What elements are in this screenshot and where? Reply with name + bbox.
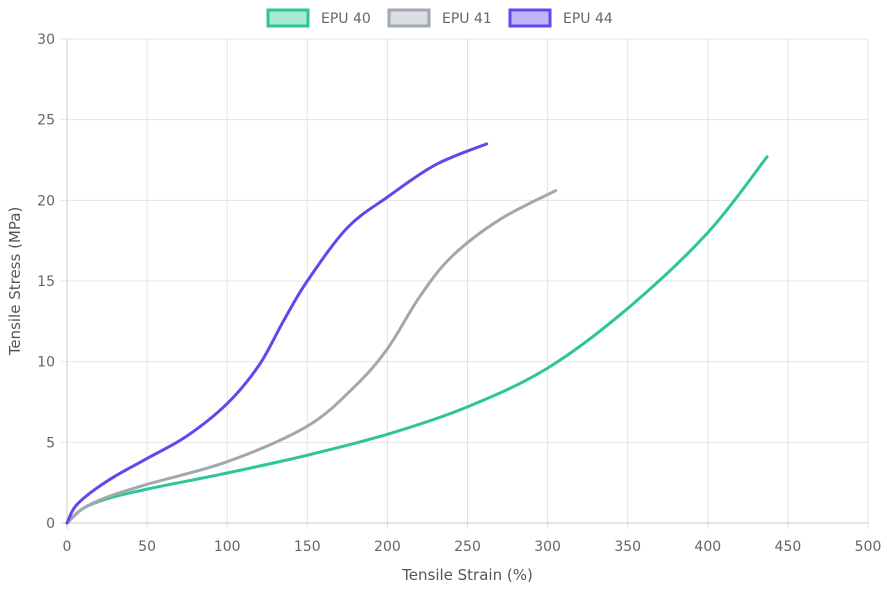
x-tick-label: 0 [63, 539, 72, 555]
legend-swatch [508, 8, 552, 28]
legend-swatch [387, 8, 431, 28]
legend-label: EPU 40 [321, 11, 371, 27]
legend-item-epu-40[interactable]: EPU 40 [266, 8, 371, 28]
x-tick-label: 400 [694, 539, 721, 555]
y-tick-label: 30 [37, 32, 55, 48]
x-tick-label: 150 [294, 539, 321, 555]
x-tick-label: 200 [374, 539, 401, 555]
x-tick-label: 450 [775, 539, 802, 555]
legend[interactable]: EPU 40 EPU 41 EPU 44 [266, 8, 613, 28]
x-axis-title: Tensile Strain (%) [401, 566, 533, 584]
series-lines [65, 142, 769, 525]
y-tick-label: 5 [46, 435, 55, 451]
y-tick-label: 25 [37, 113, 55, 129]
series-line-epu-41 [65, 189, 558, 525]
grid [61, 38, 869, 529]
x-tick-label: 350 [614, 539, 641, 555]
series-line-epu-44 [65, 142, 489, 525]
x-tick-label: 100 [214, 539, 241, 555]
x-tick-label: 50 [138, 539, 156, 555]
x-tick-label: 500 [855, 539, 882, 555]
y-axis-ticks: 0 5 10 15 20 25 30 [37, 32, 55, 532]
y-tick-label: 0 [46, 516, 55, 532]
y-tick-label: 10 [37, 355, 55, 371]
legend-item-epu-44[interactable]: EPU 44 [508, 8, 613, 28]
x-axis-ticks: 0 50 100 150 200 250 300 350 400 450 500 [63, 539, 882, 555]
y-axis-title: Tensile Stress (MPa) [6, 207, 24, 357]
series-line-epu-40 [65, 155, 769, 525]
legend-label: EPU 41 [442, 11, 492, 27]
y-tick-label: 20 [37, 193, 55, 209]
legend-label: EPU 44 [563, 11, 613, 27]
legend-item-epu-41[interactable]: EPU 41 [387, 8, 492, 28]
y-tick-label: 15 [37, 274, 55, 290]
legend-swatch [266, 8, 310, 28]
x-tick-label: 250 [454, 539, 481, 555]
x-tick-label: 300 [534, 539, 561, 555]
